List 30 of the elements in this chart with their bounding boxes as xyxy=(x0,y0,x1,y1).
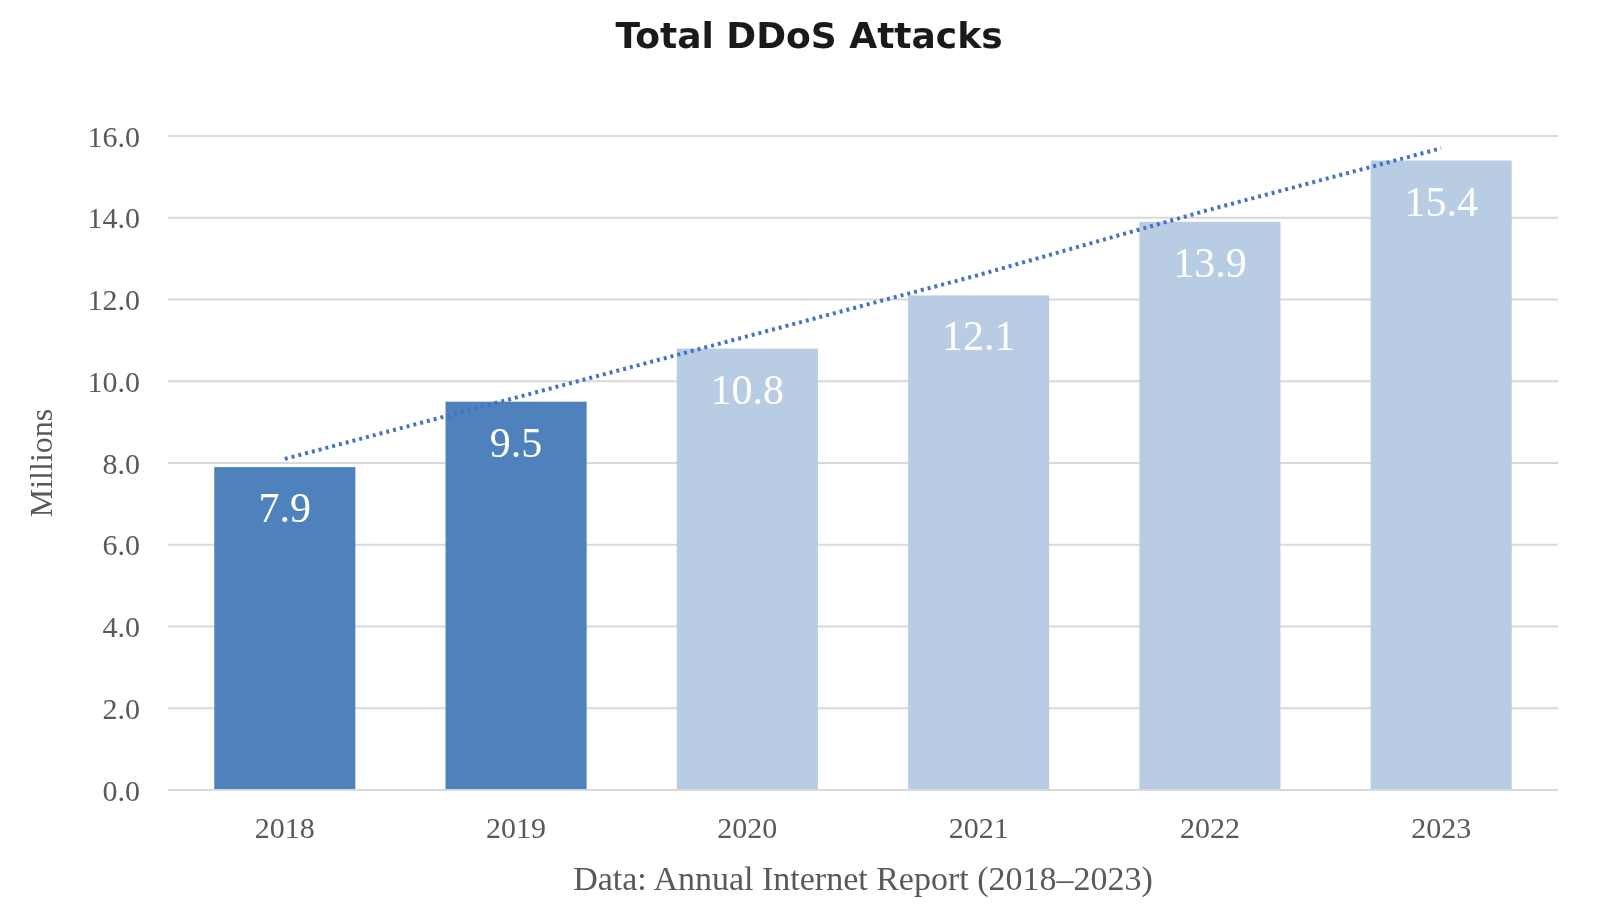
y-tick-label: 4.0 xyxy=(102,610,140,643)
y-tick-label: 0.0 xyxy=(102,773,140,807)
y-tick-label: 14.0 xyxy=(87,201,140,235)
data-label: 12.1 xyxy=(941,313,1016,360)
y-tick-label: 2.0 xyxy=(102,691,140,725)
data-label: 7.9 xyxy=(258,485,312,532)
x-tick-label: 2018 xyxy=(254,811,315,844)
bar xyxy=(1139,221,1281,790)
x-tick-label: 2019 xyxy=(486,811,547,844)
y-tick-label: 6.0 xyxy=(102,528,140,562)
bar xyxy=(214,467,356,790)
y-tick-label: 16.0 xyxy=(87,119,140,153)
data-label: 10.8 xyxy=(710,366,785,413)
data-label: 15.4 xyxy=(1404,178,1478,225)
x-tick-label: 2021 xyxy=(948,811,1009,844)
x-tick-label: 2023 xyxy=(1411,811,1472,844)
x-tick-label: 2022 xyxy=(1179,811,1240,844)
bar xyxy=(676,348,818,790)
x-tick-label: 2020 xyxy=(717,811,778,844)
bar xyxy=(908,295,1050,790)
y-tick-label: 12.0 xyxy=(87,283,140,316)
data-label: 9.5 xyxy=(489,419,543,466)
bar xyxy=(1370,160,1512,790)
data-label: 13.9 xyxy=(1173,239,1247,286)
bar xyxy=(445,401,587,790)
chart-title: Total DDoS Attacks xyxy=(615,15,1003,56)
y-tick-label: 10.0 xyxy=(87,364,140,398)
y-axis-title: Millions xyxy=(23,408,59,518)
y-tick-label: 8.0 xyxy=(102,446,140,480)
text: Data: Annual Internet Report (2018–2023) xyxy=(573,860,1153,898)
